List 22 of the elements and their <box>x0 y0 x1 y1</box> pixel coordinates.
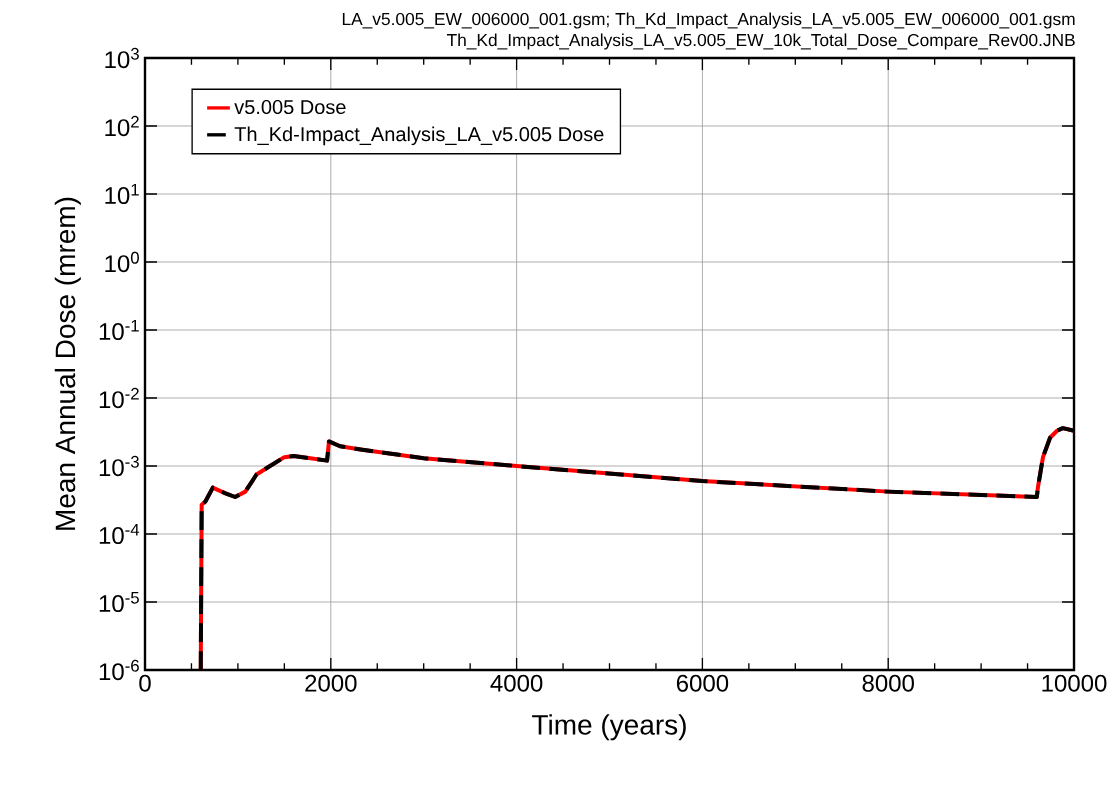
y-tick-label: 10$^{-5}$ <box>99 591 139 613</box>
y-tick-label: 10$^{1}$ <box>105 183 139 205</box>
y-axis-title: Mean Annual Dose (mrem) <box>54 197 81 530</box>
legend-label: Th_Kd-Impact_Analysis_LA_v5.005 Dose <box>234 126 604 146</box>
y-tick-label: 10$^{-3}$ <box>99 455 139 477</box>
y-tick-label: 10$^{-2}$ <box>99 387 139 409</box>
y-tick-label: 10$^{3}$ <box>105 47 139 69</box>
y-tick-label: 10$^{-1}$ <box>99 319 139 341</box>
x-tick-label: 10000 <box>1042 674 1107 692</box>
y-tick-label: 10$^{-6}$ <box>99 659 139 681</box>
y-tick-label: 10$^{0}$ <box>105 251 139 273</box>
x-tick-label: 0 <box>139 674 151 692</box>
x-tick-label: 6000 <box>676 674 729 692</box>
x-tick-label: 2000 <box>305 674 357 692</box>
chart-title: LA_v5.005_EW_006000_001.gsm; Th_Kd_Impact_Analysis_LA_v5.005_EW_006000_001.gsm <box>342 12 1075 29</box>
y-tick-label: 10$^{-4}$ <box>99 523 140 545</box>
x-axis-title: Time (years) <box>532 714 686 741</box>
legend-label: v5.005 Dose <box>234 99 346 115</box>
x-tick-label: 4000 <box>490 674 543 692</box>
chart-subtitle: Th_Kd_Impact_Analysis_LA_v5.005_EW_10k_Total_Dose_Compare_Rev00.JNB <box>446 33 1075 50</box>
y-tick-label: 10$^{2}$ <box>105 115 139 137</box>
x-tick-label: 8000 <box>862 674 914 692</box>
